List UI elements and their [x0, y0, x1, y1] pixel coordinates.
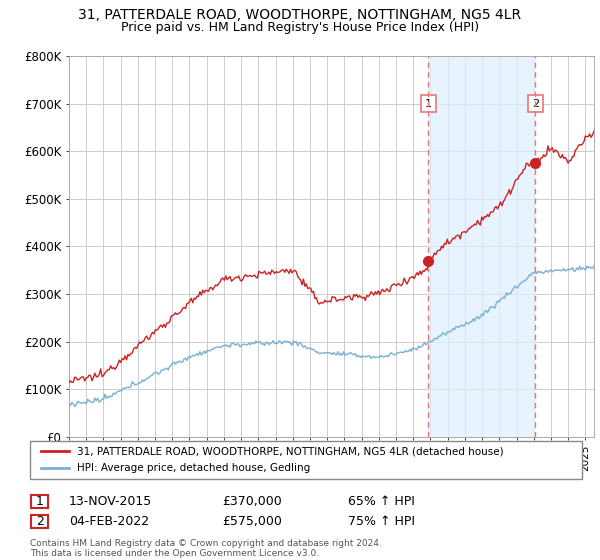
- Text: 65% ↑ HPI: 65% ↑ HPI: [348, 494, 415, 508]
- Text: 2: 2: [35, 515, 44, 529]
- Text: Contains HM Land Registry data © Crown copyright and database right 2024.
This d: Contains HM Land Registry data © Crown c…: [30, 539, 382, 558]
- Text: 04-FEB-2022: 04-FEB-2022: [69, 515, 149, 529]
- FancyBboxPatch shape: [31, 494, 48, 508]
- Bar: [428, 56, 535, 437]
- Text: 75% ↑ HPI: 75% ↑ HPI: [348, 515, 415, 529]
- Text: 2: 2: [532, 99, 539, 109]
- FancyBboxPatch shape: [31, 515, 48, 529]
- Text: 31, PATTERDALE ROAD, WOODTHORPE, NOTTINGHAM, NG5 4LR: 31, PATTERDALE ROAD, WOODTHORPE, NOTTING…: [79, 8, 521, 22]
- Text: 31, PATTERDALE ROAD, WOODTHORPE, NOTTINGHAM, NG5 4LR (detached house): 31, PATTERDALE ROAD, WOODTHORPE, NOTTING…: [77, 446, 503, 456]
- Text: £575,000: £575,000: [222, 515, 282, 529]
- Text: HPI: Average price, detached house, Gedling: HPI: Average price, detached house, Gedl…: [77, 463, 310, 473]
- FancyBboxPatch shape: [30, 441, 582, 479]
- Text: 1: 1: [35, 494, 44, 508]
- Text: Price paid vs. HM Land Registry's House Price Index (HPI): Price paid vs. HM Land Registry's House …: [121, 21, 479, 34]
- Text: 1: 1: [425, 99, 432, 109]
- Text: 13-NOV-2015: 13-NOV-2015: [69, 494, 152, 508]
- Text: £370,000: £370,000: [222, 494, 282, 508]
